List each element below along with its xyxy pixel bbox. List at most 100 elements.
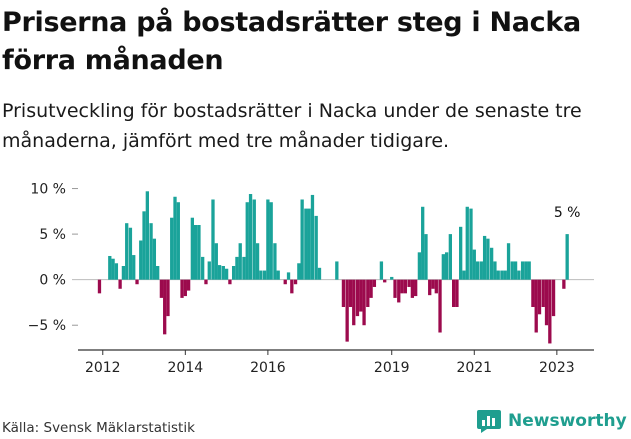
bar: [444, 252, 449, 280]
headline: Priserna på bostadsrätter steg i Nacka f…: [2, 7, 581, 76]
bar: [252, 199, 256, 280]
bar: [276, 270, 280, 280]
bar: [520, 261, 525, 280]
bar: [369, 279, 373, 298]
bar: [407, 279, 411, 287]
brand-name: Newsworthy: [508, 411, 627, 431]
bar: [176, 202, 180, 280]
bar: [108, 255, 112, 280]
bar: [417, 252, 422, 280]
bar-series: [97, 191, 569, 344]
bar: [548, 279, 552, 344]
bar: [142, 211, 146, 280]
bar: [170, 217, 174, 280]
bar: [152, 238, 157, 280]
y-tick-label: −5 %: [28, 318, 66, 334]
bar: [500, 270, 504, 280]
bar: [259, 270, 263, 280]
bar: [163, 279, 167, 335]
bar: [231, 266, 236, 280]
bar: [496, 270, 500, 280]
bar: [166, 279, 170, 317]
x-axis: 2012 2014 2016 2019 2021 2023: [85, 350, 575, 376]
bar: [310, 194, 315, 280]
bar: [221, 266, 225, 280]
y-tick-label: 5 %: [39, 227, 66, 243]
bar: [145, 191, 149, 280]
bar: [355, 279, 360, 317]
bar: [493, 261, 497, 280]
bar: [300, 199, 304, 280]
bar: [403, 279, 407, 294]
bar: [517, 270, 521, 280]
bar: [379, 261, 384, 280]
bar: [335, 261, 339, 280]
bar: [114, 263, 119, 280]
subtitle: Prisutveckling för bostadsrätter i Nacka…: [2, 100, 582, 152]
bar: [245, 202, 249, 280]
bar: [541, 279, 545, 307]
bar: [156, 266, 160, 280]
bar: [510, 261, 514, 280]
bar: [503, 270, 507, 280]
bar: [224, 268, 229, 280]
bar: [527, 261, 531, 280]
y-axis: 10 % 5 % 0 % −5 %: [28, 182, 78, 334]
bar: [238, 243, 242, 280]
bar: [410, 279, 415, 298]
x-tick-label: 2023: [539, 360, 575, 376]
bar: [441, 254, 445, 280]
x-tick-label: 2019: [374, 360, 410, 376]
bar: [266, 199, 270, 280]
bar: [211, 199, 215, 280]
bar: [118, 279, 122, 289]
bar: [472, 249, 476, 280]
bar: [317, 267, 322, 280]
bar: [125, 223, 129, 280]
bar: [438, 279, 442, 333]
bar: [397, 279, 401, 303]
bar: [286, 272, 291, 280]
bar: [513, 261, 518, 280]
bar: [314, 215, 318, 280]
bar: [486, 238, 490, 280]
bar: [431, 279, 435, 289]
bar: [421, 206, 425, 280]
x-tick-label: 2012: [85, 360, 121, 376]
bar: [469, 208, 473, 280]
bar: [132, 255, 136, 280]
bar: [506, 243, 511, 280]
bar: [121, 266, 126, 280]
bar: [297, 263, 301, 280]
bar: [448, 234, 452, 280]
bar: [362, 279, 366, 326]
bar: [139, 240, 143, 280]
bar: [159, 279, 164, 298]
bar: [242, 256, 246, 280]
bar: [262, 270, 267, 280]
bar: [269, 202, 273, 280]
bar: [304, 208, 308, 280]
bar: [273, 243, 277, 280]
bar: [217, 265, 222, 280]
bar: [201, 256, 205, 280]
bar: [372, 279, 377, 287]
bar: [489, 247, 494, 280]
bar: [544, 279, 549, 326]
bar: [524, 261, 528, 280]
bar: [482, 235, 487, 280]
bar: [562, 279, 566, 289]
bar: [128, 227, 133, 280]
newsworthy-logo: Newsworthy: [476, 407, 627, 435]
bar-chart: 10 %5 %0 %−5 % 2012 2014 2016 2019 2021 2023 …: [28, 182, 594, 376]
bar: [183, 279, 187, 297]
bar: [565, 234, 569, 280]
bar: [190, 217, 194, 280]
bar: [366, 279, 370, 307]
bar: [290, 279, 294, 294]
bar: [307, 208, 311, 280]
last-value-annotation: 5 %: [554, 205, 581, 221]
bar: [537, 279, 542, 315]
bar: [341, 279, 346, 307]
bar: [400, 279, 404, 294]
